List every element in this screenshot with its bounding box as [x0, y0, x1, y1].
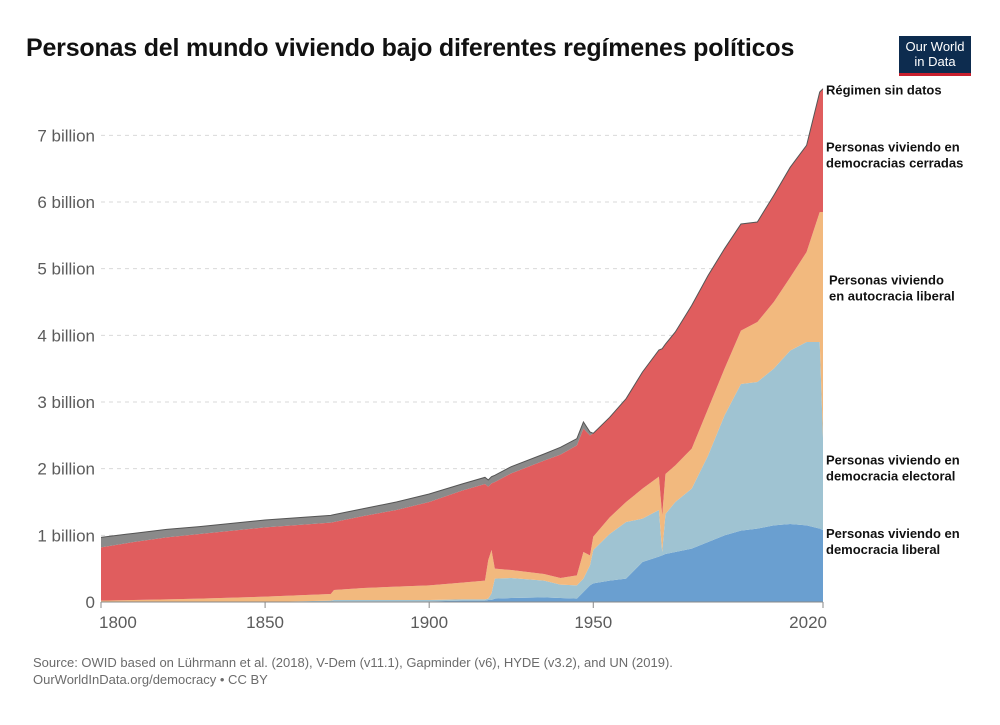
x-tick-label: 1800 [99, 613, 137, 632]
y-tick-label: 5 billion [37, 260, 95, 279]
logo-line2: in Data [914, 54, 956, 69]
series-label-4: Régimen sin datos [826, 83, 942, 98]
y-tick-label: 1 billion [37, 526, 95, 545]
x-tick-label: 1850 [246, 613, 284, 632]
y-tick-label: 0 [86, 593, 95, 612]
series-label-line: Personas viviendo en [826, 453, 960, 468]
series-label-line: en autocracia liberal [829, 289, 955, 304]
axis-layer: 0 1 billion 2 billion 3 billion 4 billion 5 b… [37, 126, 827, 632]
series-label-line: Personas viviendo en [826, 139, 960, 154]
series-label-line: democracia liberal [826, 542, 940, 557]
owid-logo[interactable]: Our World in Data [899, 36, 971, 76]
source-note: Source: OWID based on Lührmann et al. (2… [33, 655, 673, 670]
area-personas-viviendo-en-democracia-liberal [101, 524, 823, 602]
series-label-line: democracia electoral [826, 469, 955, 484]
series-label-line: Personas viviendo [829, 273, 944, 288]
y-tick-label: 7 billion [37, 126, 95, 145]
chart-title: Personas del mundo viviendo bajo diferen… [26, 34, 795, 62]
y-tick-label: 2 billion [37, 460, 95, 479]
series-label-line: Personas viviendo en [826, 526, 960, 541]
y-tick-label: 3 billion [37, 393, 95, 412]
series-label-line: democracias cerradas [826, 155, 963, 170]
x-tick-label: 1900 [410, 613, 448, 632]
area-layer [100, 88, 824, 602]
x-tick-label: 1950 [574, 613, 612, 632]
series-label-layer: Personas viviendo en democracia liberalPe… [826, 83, 963, 557]
y-tick-label: 6 billion [37, 193, 95, 212]
series-label-3: Personas viviendo en democracias cerradas [826, 139, 963, 170]
area-personas-viviendo-en-autocracia-liberal [101, 212, 823, 602]
area-personas-viviendo-en-democracias-cerradas [101, 88, 823, 601]
source-url[interactable]: OurWorldInData.org/democracy • CC BY [33, 672, 268, 687]
x-tick-label: 2020 [789, 613, 827, 632]
area-personas-viviendo-en-democracia-electoral [101, 342, 823, 602]
total-outline [100, 88, 824, 538]
y-tick-label: 4 billion [37, 326, 95, 345]
series-label-0: Personas viviendo en democracia liberal [826, 526, 960, 557]
series-label-1: Personas viviendo en democracia electoral [826, 453, 960, 484]
series-label-2: Personas viviendo en autocracia liberal [829, 273, 955, 304]
series-label-line: Régimen sin datos [826, 83, 942, 98]
logo-line1: Our World [905, 39, 965, 54]
